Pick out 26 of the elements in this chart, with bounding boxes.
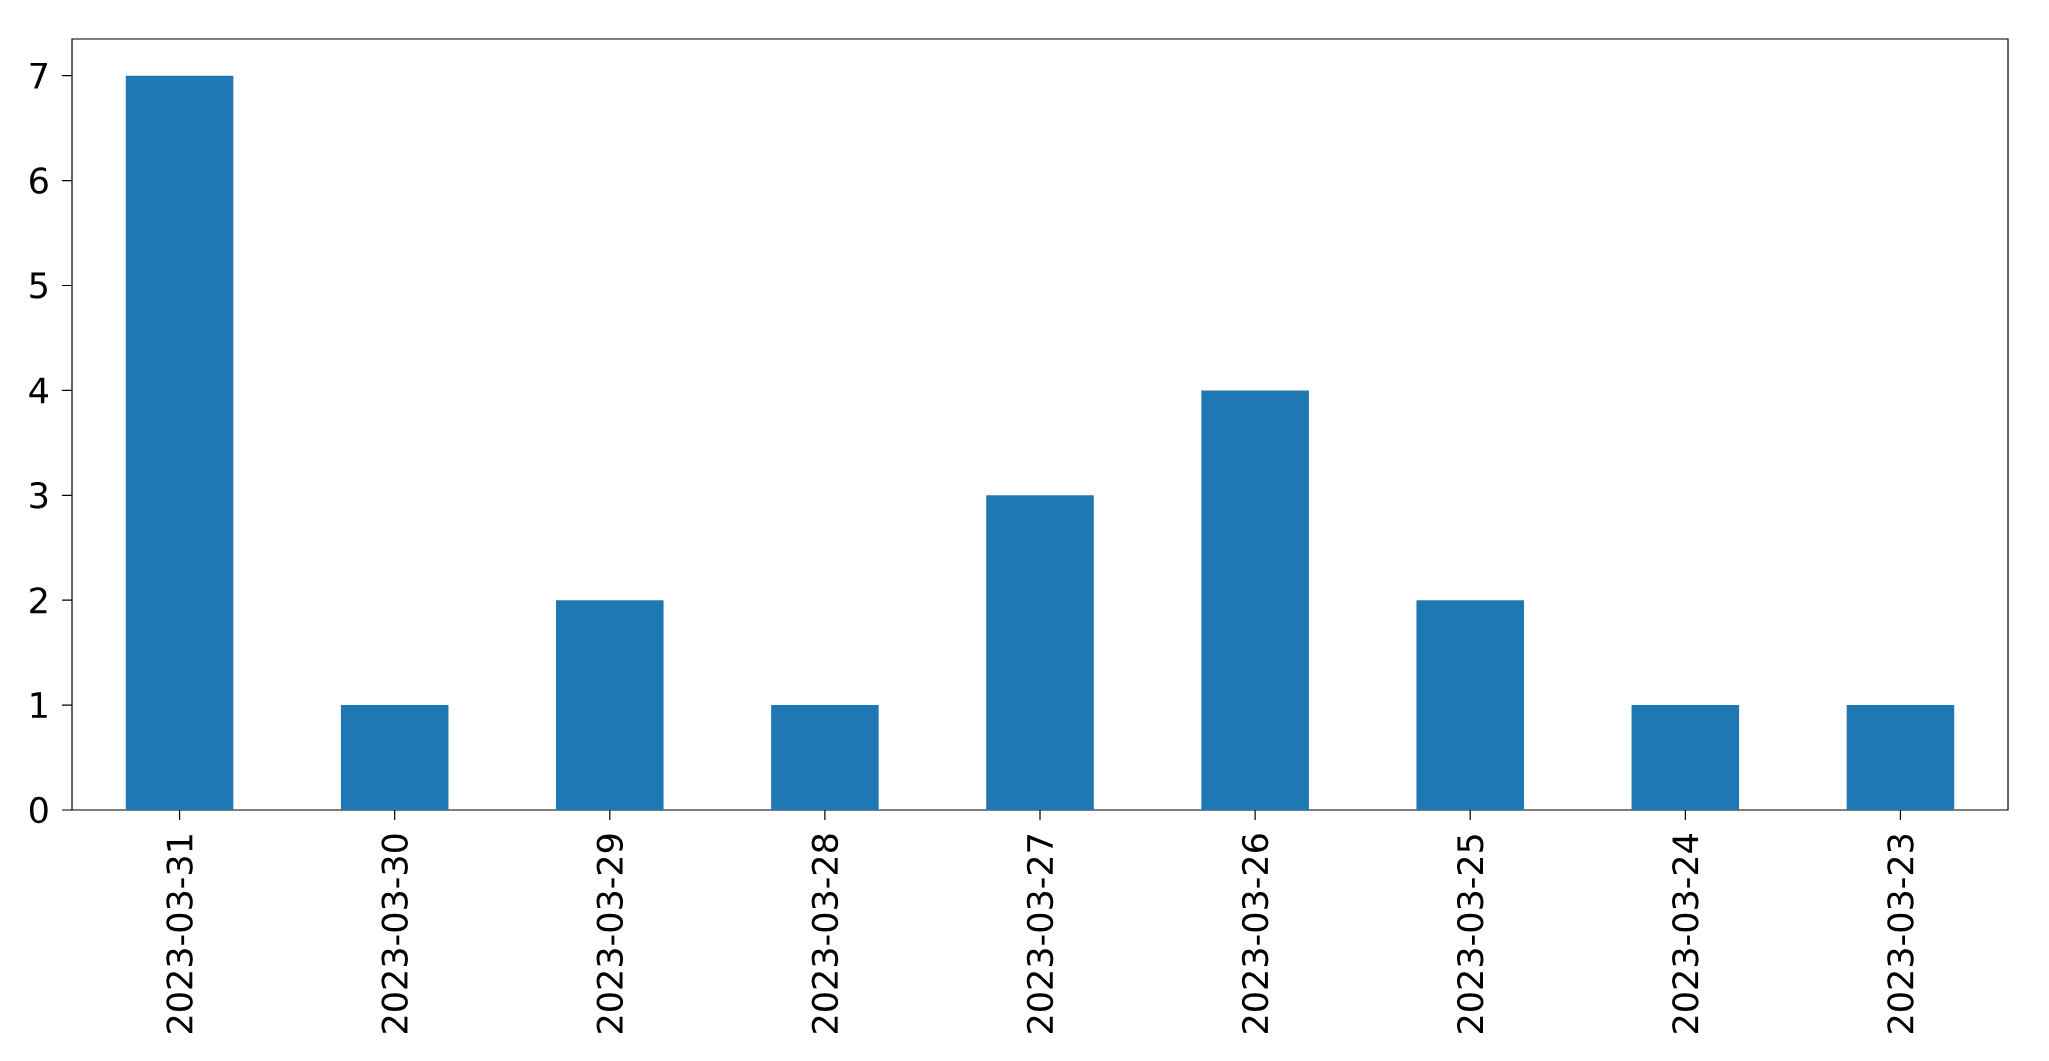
bar [556,600,664,810]
y-tick-label: 3 [30,482,48,509]
y-tick-label: 7 [30,62,47,89]
y-tick-label: 1 [31,692,47,718]
y-tick-label: 0 [29,796,48,824]
x-tick-label: 2023-03-29 [596,834,624,1033]
bar [771,705,879,810]
y-tick-label: 2 [30,587,47,614]
x-tick-label: 2023-03-28 [811,834,839,1033]
x-tick-label: 2023-03-25 [1457,835,1484,1033]
bar [125,75,234,810]
bar [1416,600,1525,810]
bar [986,495,1094,810]
y-tick-label: 5 [30,272,47,299]
bar [340,705,449,810]
bar [1201,390,1309,810]
bar [1631,705,1740,810]
y-tick-label: 6 [30,167,48,194]
x-tick-label: 2023-03-30 [381,834,408,1033]
x-tick-label: 2023-03-31 [166,835,193,1033]
x-tick-label: 2023-03-23 [1887,834,1914,1033]
y-tick-label: 4 [29,377,48,404]
x-tick-label: 2023-03-26 [1241,834,1269,1033]
bar [1846,705,1955,810]
x-tick-label: 2023-03-27 [1026,835,1054,1033]
x-tick-label: 2023-03-24 [1672,834,1699,1033]
